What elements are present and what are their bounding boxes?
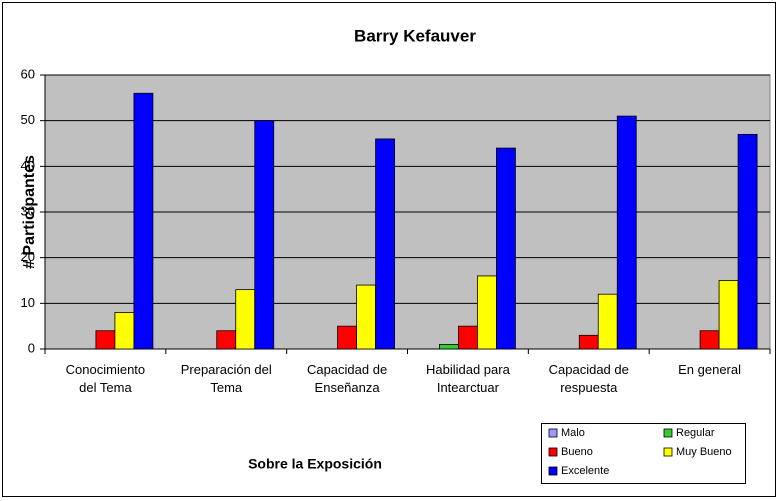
- y-tick-label: 50: [21, 112, 35, 127]
- x-tick-label: Habilidad para Intearctuar: [426, 362, 511, 395]
- x-tick-label: En general: [678, 362, 741, 377]
- legend-swatch: [663, 428, 673, 438]
- legend-label: Muy Bueno: [676, 446, 732, 458]
- legend-label: Excelente: [561, 465, 609, 477]
- legend-swatch: [663, 447, 673, 457]
- y-tick-label: 30: [21, 203, 35, 218]
- bar: [439, 344, 459, 350]
- y-tick-label: 0: [28, 340, 35, 355]
- y-tick-label: 60: [21, 66, 35, 81]
- legend-label: Bueno: [561, 446, 593, 458]
- x-axis-title: Sobre la Exposición: [248, 456, 382, 472]
- legend-swatch: [548, 447, 558, 457]
- bar: [216, 330, 237, 350]
- chart-title: Barry Kefauver: [354, 26, 476, 45]
- y-axis-title: # Participantes: [21, 155, 38, 269]
- legend-box: [541, 423, 746, 484]
- bar: [133, 92, 154, 350]
- bar: [235, 289, 256, 350]
- bar: [616, 115, 637, 350]
- bar: [699, 330, 720, 350]
- x-tick-label: Preparación del Tema: [181, 362, 272, 395]
- bar: [718, 280, 739, 350]
- bar: [477, 275, 497, 350]
- bar: [356, 284, 376, 350]
- bar: [114, 312, 135, 350]
- y-tick-label: 20: [21, 249, 35, 264]
- bar: [458, 325, 478, 350]
- legend-label: Regular: [676, 427, 715, 439]
- y-tick-label: 10: [21, 295, 35, 310]
- legend-swatch: [548, 428, 558, 438]
- bar: [496, 147, 516, 350]
- y-tick-label: 40: [21, 158, 35, 173]
- bar: [578, 334, 599, 350]
- legend-swatch: [548, 466, 558, 476]
- x-tick-label: Capacidad de respuesta: [549, 362, 629, 395]
- bar: [597, 293, 618, 350]
- bar: [737, 133, 758, 350]
- x-tick-label: Capacidad de Enseñanza: [307, 362, 387, 395]
- bar: [337, 325, 357, 350]
- legend-label: Malo: [561, 427, 585, 439]
- bar: [375, 138, 395, 350]
- x-tick-label: Conocimiento del Tema: [66, 362, 146, 395]
- bar: [95, 330, 116, 350]
- bar: [254, 120, 275, 350]
